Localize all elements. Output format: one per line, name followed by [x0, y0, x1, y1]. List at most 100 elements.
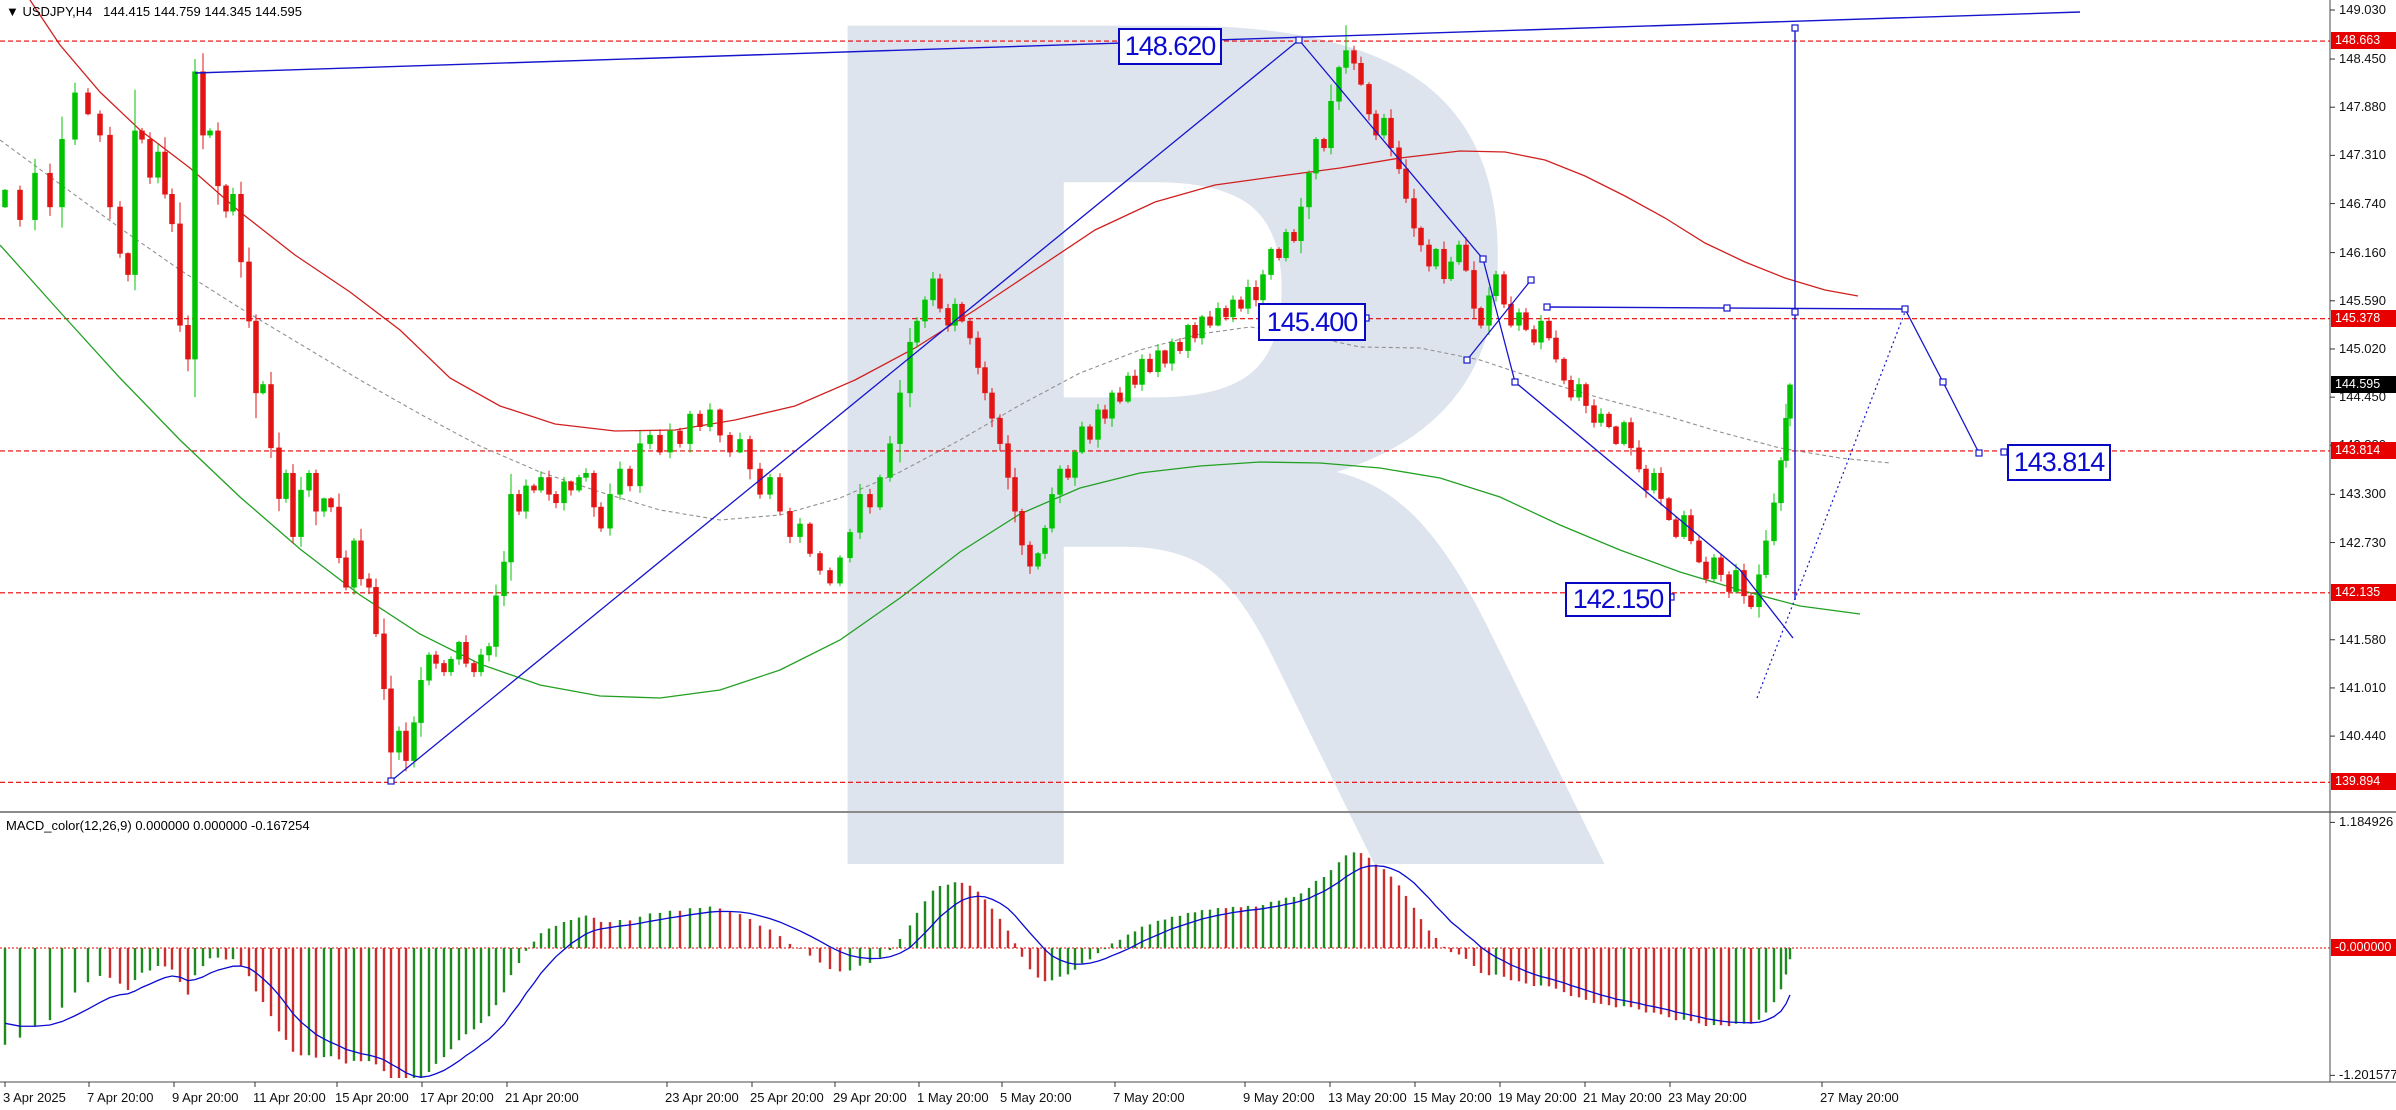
- candle: [17, 189, 23, 220]
- price-tick-label: 147.880: [2339, 99, 2386, 115]
- candle: [351, 540, 357, 588]
- object-anchor-handle[interactable]: [1791, 24, 1799, 32]
- candle: [1621, 422, 1627, 444]
- candle: [185, 325, 191, 360]
- candle: [627, 468, 633, 487]
- date-tick-label: 1 May 20:00: [917, 1090, 989, 1105]
- level-price-badge: 143.814: [2331, 441, 2396, 459]
- candle: [343, 557, 349, 588]
- candle: [298, 489, 304, 537]
- candle: [463, 642, 469, 664]
- candle: [1185, 325, 1191, 351]
- candle: [1658, 472, 1664, 499]
- candle: [1291, 232, 1297, 242]
- candle: [147, 139, 153, 178]
- candle: [827, 570, 833, 584]
- candle: [598, 506, 604, 529]
- date-tick-label: 9 Apr 20:00: [172, 1090, 239, 1105]
- candle: [1426, 244, 1432, 267]
- candle: [1501, 274, 1507, 305]
- object-anchor-handle[interactable]: [1511, 378, 1519, 386]
- candle: [207, 130, 213, 136]
- candle: [1478, 308, 1484, 326]
- object-anchor-handle[interactable]: [1543, 303, 1551, 311]
- candle: [1238, 299, 1244, 309]
- candle: [1703, 561, 1709, 580]
- candle: [1373, 113, 1379, 136]
- candle: [1403, 168, 1409, 199]
- candle: [117, 206, 123, 254]
- object-anchor-handle[interactable]: [1939, 378, 1947, 386]
- candle: [914, 320, 920, 343]
- candle: [1516, 312, 1522, 326]
- level-price-badge: 148.663: [2331, 32, 2396, 50]
- candle: [1741, 570, 1747, 597]
- date-tick-label: 29 Apr 20:00: [833, 1090, 907, 1105]
- candle: [1139, 358, 1145, 385]
- candle: [637, 443, 643, 487]
- annotation-label-142150[interactable]: 142.150: [1565, 582, 1671, 617]
- candle: [1192, 325, 1198, 339]
- candle: [1147, 358, 1153, 373]
- candle: [230, 194, 236, 212]
- candle: [1606, 413, 1612, 427]
- candle: [1718, 557, 1724, 575]
- candle: [448, 658, 454, 673]
- candle: [553, 494, 559, 504]
- candle: [493, 595, 499, 647]
- candle: [139, 130, 145, 140]
- annotation-label-148620[interactable]: 148.620: [1118, 28, 1222, 65]
- object-anchor-handle[interactable]: [1791, 308, 1799, 316]
- price-tick-label: 149.030: [2339, 2, 2386, 17]
- candle: [373, 587, 379, 635]
- annotation-label-145400[interactable]: 145.400: [1258, 303, 1366, 341]
- annotation-label-143814[interactable]: 143.814: [2007, 444, 2111, 481]
- price-tick-label: 145.020: [2339, 340, 2386, 356]
- date-tick-label: 15 Apr 20:00: [335, 1090, 409, 1105]
- object-anchor-handle[interactable]: [1295, 36, 1303, 44]
- object-anchor-handle[interactable]: [387, 777, 395, 785]
- candle: [107, 134, 113, 208]
- candle: [1636, 447, 1642, 470]
- date-tick-label: 13 May 20:00: [1328, 1090, 1407, 1105]
- candle: [667, 430, 673, 453]
- candle: [1763, 540, 1769, 575]
- candle: [687, 413, 693, 444]
- price-tick-label: 140.440: [2339, 728, 2386, 744]
- candle: [568, 481, 574, 491]
- object-anchor-handle[interactable]: [1463, 356, 1471, 364]
- candle: [97, 113, 103, 136]
- object-anchor-handle[interactable]: [1479, 255, 1487, 263]
- candle: [2, 189, 8, 208]
- candle: [366, 578, 372, 588]
- candle: [1726, 574, 1732, 592]
- candle: [1411, 198, 1417, 229]
- candle: [647, 434, 653, 444]
- price-tick-label: 141.580: [2339, 631, 2386, 647]
- candle: [747, 439, 753, 470]
- candle: [47, 172, 53, 208]
- candle: [607, 494, 613, 529]
- candle: [169, 194, 175, 225]
- price-tick-label: 147.310: [2339, 147, 2386, 163]
- candle: [1199, 316, 1205, 339]
- object-anchor-handle[interactable]: [1723, 304, 1731, 312]
- price-tick-label: 145.590: [2339, 292, 2386, 308]
- object-anchor-handle[interactable]: [1975, 449, 1983, 457]
- macd-tick-label: 1.184926: [2339, 814, 2394, 830]
- candle: [162, 151, 168, 195]
- candle: [1696, 540, 1702, 563]
- candle: [1538, 320, 1544, 343]
- object-anchor-handle[interactable]: [1901, 305, 1909, 313]
- candle: [1651, 472, 1657, 491]
- candle: [717, 409, 723, 436]
- candle: [32, 172, 38, 220]
- candle: [508, 494, 514, 563]
- macd-signal-line: [4, 865, 1791, 1078]
- object-anchor-handle[interactable]: [1527, 276, 1535, 284]
- ma-green-line: [0, 244, 1861, 699]
- trendline-ascending: [390, 39, 1300, 782]
- candle: [576, 477, 582, 491]
- candle: [1546, 320, 1552, 339]
